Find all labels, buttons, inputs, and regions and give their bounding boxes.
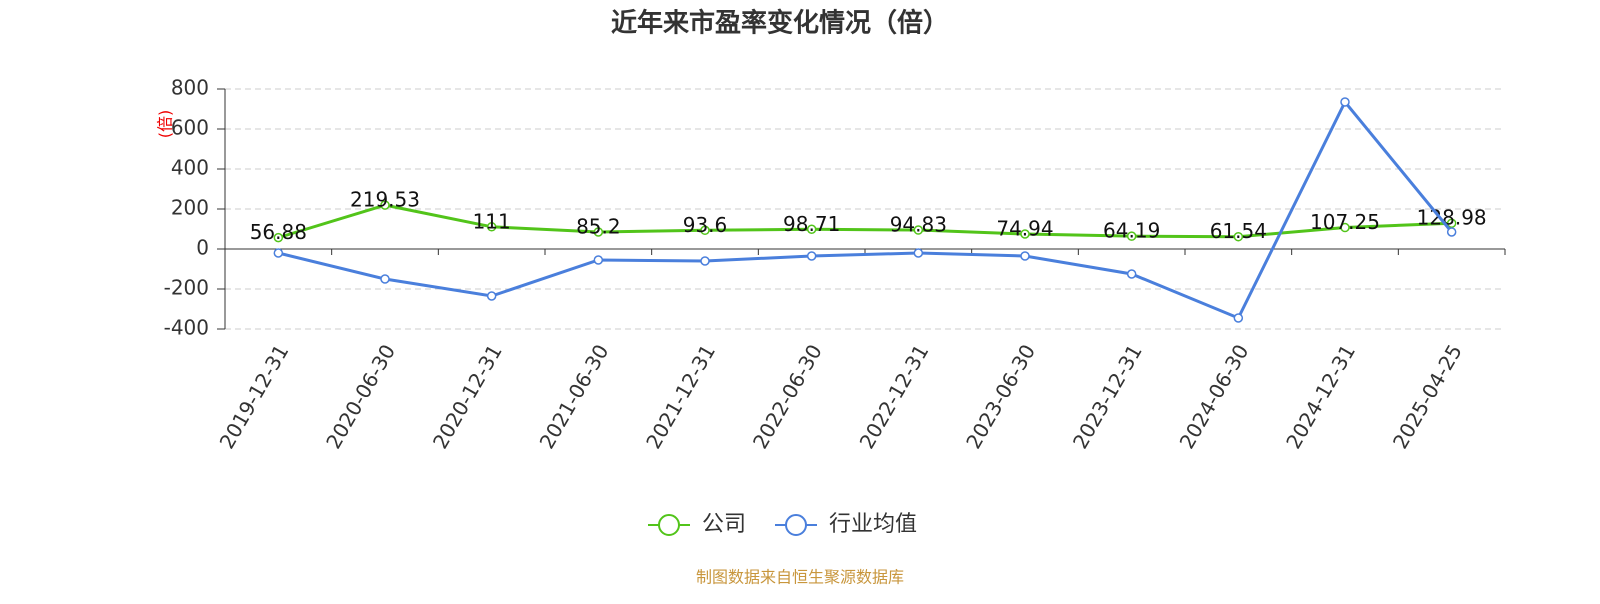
- data-point: [273, 248, 284, 258]
- series-line: [277, 99, 1453, 320]
- data-label: 56.88: [250, 220, 307, 244]
- data-label: 85.2: [576, 214, 621, 238]
- data-label: 219.53: [350, 188, 420, 212]
- data-point: [1340, 97, 1350, 107]
- data-label: 128.98: [1417, 206, 1487, 230]
- x-tick-label: 2020-06-30: [321, 340, 400, 453]
- data-point: [1126, 269, 1137, 279]
- data-point: [806, 224, 817, 235]
- y-tick-label: 400: [171, 156, 209, 180]
- data-label: 111: [473, 209, 511, 233]
- data-point: [1233, 313, 1244, 323]
- legend-label: 行业均值: [829, 512, 917, 537]
- data-label: 93.6: [683, 213, 728, 237]
- data-point: [1020, 229, 1030, 239]
- y-tick-label: 600: [171, 116, 209, 140]
- y-tick-label: 800: [171, 76, 209, 100]
- x-tick-label: 2022-12-31: [855, 340, 934, 453]
- data-point: [913, 248, 924, 258]
- legend-label: 公司: [702, 512, 746, 537]
- data-point: [806, 251, 817, 261]
- y-tick-label: -400: [164, 316, 209, 340]
- data-point: [593, 255, 604, 265]
- data-point: [1340, 222, 1350, 233]
- x-tick-label: 2023-06-30: [961, 340, 1040, 453]
- y-axis-label: (倍): [156, 110, 175, 139]
- data-point: [1446, 227, 1457, 237]
- data-label: 61.54: [1210, 219, 1267, 243]
- legend-marker: [785, 514, 807, 536]
- data-label: 74.94: [996, 217, 1053, 241]
- data-point: [1126, 231, 1137, 241]
- data-label: 64.19: [1103, 219, 1160, 243]
- x-tick-label: 2023-12-31: [1068, 340, 1147, 453]
- data-point: [380, 200, 390, 210]
- data-point: [1233, 231, 1244, 242]
- data-point: [700, 256, 710, 266]
- chart-title: 近年来市盈率变化情况（倍）: [611, 8, 949, 39]
- x-tick-label: 2022-06-30: [748, 340, 827, 453]
- x-tick-label: 2020-12-31: [428, 340, 507, 453]
- x-tick-label: 2019-12-31: [215, 340, 294, 453]
- x-tick-label: 2021-06-30: [535, 340, 614, 453]
- legend-marker: [658, 514, 680, 536]
- data-point: [700, 225, 710, 236]
- data-point: [486, 222, 497, 232]
- data-label: 98.71: [783, 212, 840, 236]
- x-tick-label: 2024-06-30: [1175, 340, 1254, 453]
- x-tick-label: 2024-12-31: [1281, 340, 1360, 453]
- source-note: 制图数据来自恒生聚源数据库: [696, 568, 904, 587]
- data-point: [1020, 251, 1030, 261]
- data-point: [913, 225, 924, 235]
- x-tick-label: 2025-04-25: [1388, 340, 1467, 453]
- data-label: 94.83: [890, 213, 947, 237]
- y-tick-label: 0: [196, 236, 209, 260]
- series-line: [277, 203, 1452, 240]
- x-tick-label: 2021-12-31: [641, 340, 720, 453]
- data-point: [593, 227, 604, 237]
- data-point: [380, 274, 390, 284]
- data-point: [1446, 218, 1457, 228]
- y-tick-label: 200: [171, 196, 209, 220]
- data-point: [486, 291, 497, 301]
- data-label: 107.25: [1310, 210, 1380, 234]
- y-tick-label: -200: [164, 276, 209, 300]
- data-point: [273, 232, 284, 243]
